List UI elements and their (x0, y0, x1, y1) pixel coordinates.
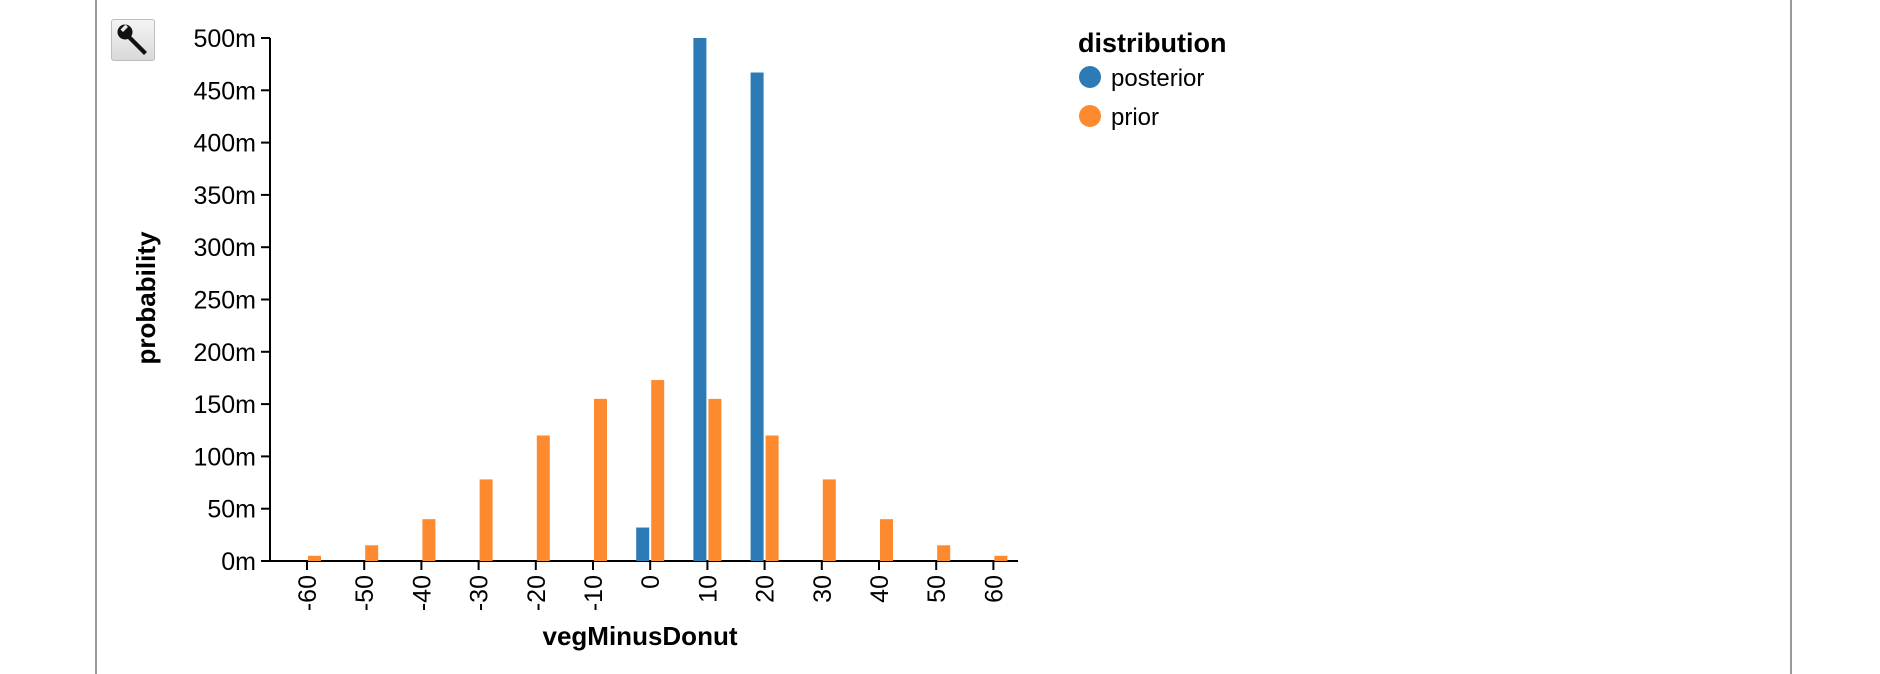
bar-prior-30 (822, 479, 836, 561)
bar-prior-40 (880, 519, 893, 561)
bar-prior--10 (594, 398, 607, 561)
x-tick-label: -30 (466, 575, 494, 611)
tool-button[interactable] (111, 19, 155, 61)
y-tick-label: 150m (193, 391, 256, 419)
bar-prior--40 (422, 519, 436, 561)
wrench-icon (117, 24, 147, 55)
x-axis: -60 -50 -40 -30 -20 -10 0 10 20 30 40 50 60 (270, 560, 1018, 611)
bar-posterior-0 (636, 527, 650, 561)
legend-swatch-prior (1079, 105, 1101, 127)
frame-left-border (95, 0, 97, 674)
x-tick-label: -40 (408, 575, 436, 611)
bar-prior--20 (536, 435, 550, 561)
bar-prior-10 (708, 398, 722, 561)
x-tick-label: 0 (637, 575, 665, 589)
x-tick-label: -60 (294, 575, 322, 611)
frame-right-border (1790, 0, 1792, 674)
legend-swatch-posterior (1079, 66, 1101, 88)
y-tick-label: 500m (193, 25, 256, 53)
bar-posterior-10 (693, 38, 707, 561)
legend-label-posterior: posterior (1111, 65, 1204, 92)
x-tick-label: 30 (809, 575, 837, 603)
y-axis: 0m 50m 100m 150m 200m 250m 300m 350m 400m 450m 500… (193, 25, 271, 576)
legend: distribution posterior prior (1078, 28, 1226, 131)
x-tick-label: -50 (351, 575, 379, 611)
bar-posterior-20 (750, 72, 764, 561)
x-axis-title: vegMinusDonut (543, 621, 738, 651)
x-tick-label: 10 (694, 575, 722, 603)
y-tick-label: 200m (193, 339, 256, 367)
y-tick-label: 450m (193, 77, 256, 105)
bar-prior-0 (651, 380, 665, 561)
y-tick-label: 50m (207, 496, 256, 524)
y-tick-label: 300m (193, 234, 256, 262)
y-axis-title: probability (131, 231, 161, 364)
y-tick-label: 350m (193, 182, 256, 210)
bar-prior--50 (365, 545, 379, 561)
y-tick-label: 100m (193, 443, 256, 471)
bars (308, 38, 1008, 561)
bar-prior--60 (308, 555, 321, 561)
legend-title: distribution (1078, 28, 1226, 58)
y-tick-label: 400m (193, 130, 256, 158)
x-tick-label: -10 (580, 575, 608, 611)
x-tick-label: 20 (752, 575, 780, 603)
y-tick-label: 250m (193, 287, 256, 315)
bar-prior--30 (479, 479, 493, 561)
x-tick-label: -20 (523, 575, 551, 611)
bar-prior-20 (765, 435, 779, 561)
y-tick-label: 0m (221, 548, 256, 576)
legend-label-prior: prior (1111, 104, 1159, 131)
x-tick-label: 60 (980, 575, 1008, 603)
x-tick-label: 40 (866, 575, 894, 603)
x-tick-label: 50 (923, 575, 951, 603)
bar-prior-50 (937, 545, 951, 561)
bar-prior-60 (994, 555, 1008, 561)
